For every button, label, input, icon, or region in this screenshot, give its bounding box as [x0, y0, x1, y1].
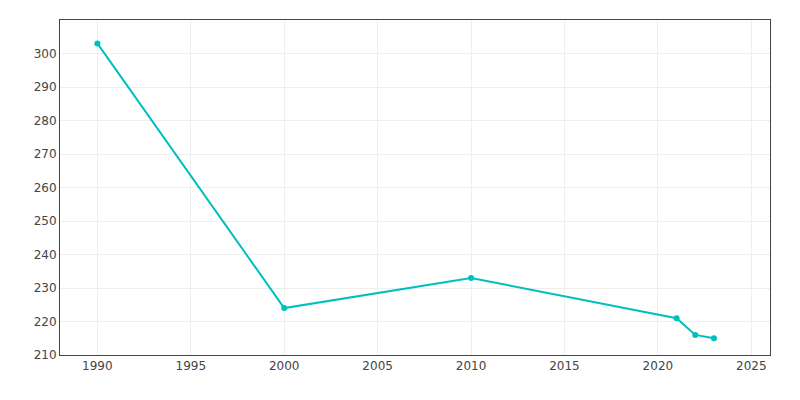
svg-text:2000: 2000 [269, 359, 300, 373]
svg-text:260: 260 [34, 181, 57, 195]
svg-text:1990: 1990 [82, 359, 113, 373]
svg-text:220: 220 [34, 315, 57, 329]
svg-text:2015: 2015 [549, 359, 580, 373]
svg-text:210: 210 [34, 348, 57, 362]
svg-text:1995: 1995 [176, 359, 207, 373]
svg-text:2025: 2025 [736, 359, 767, 373]
svg-text:300: 300 [34, 47, 57, 61]
svg-text:270: 270 [34, 147, 57, 161]
svg-text:2020: 2020 [643, 359, 674, 373]
svg-text:230: 230 [34, 281, 57, 295]
svg-text:240: 240 [34, 248, 57, 262]
svg-text:2005: 2005 [362, 359, 393, 373]
svg-text:290: 290 [34, 80, 57, 94]
svg-text:280: 280 [34, 114, 57, 128]
svg-text:250: 250 [34, 214, 57, 228]
svg-text:2010: 2010 [456, 359, 487, 373]
